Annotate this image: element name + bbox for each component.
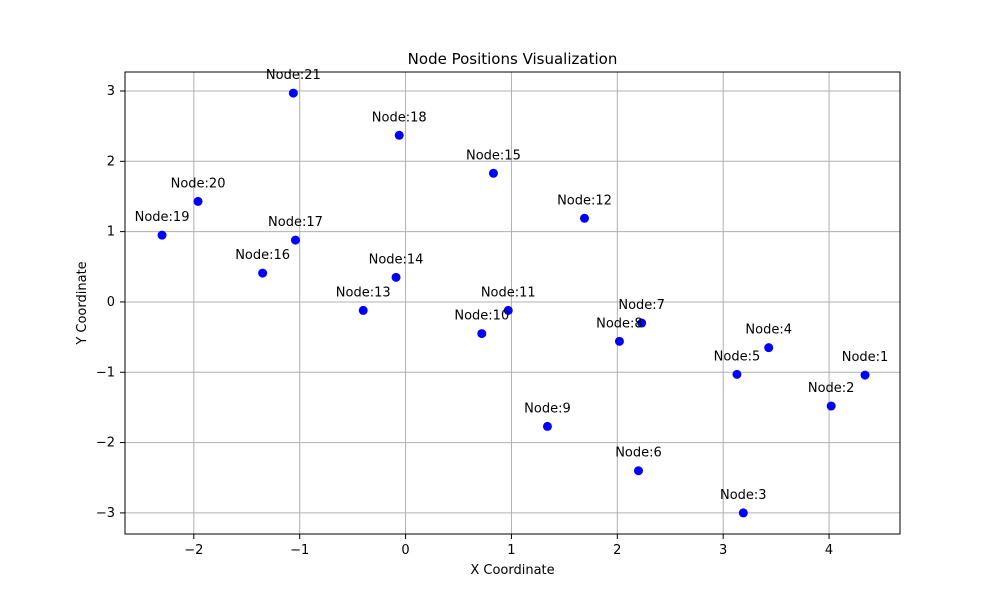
data-point <box>579 213 589 223</box>
y-tick-label: 1 <box>107 225 115 240</box>
data-point <box>288 88 298 98</box>
x-axis-label: X Coordinate <box>470 563 554 578</box>
data-point-label: Node:18 <box>372 110 427 125</box>
data-point-label: Node:2 <box>808 381 855 396</box>
data-point-label: Node:15 <box>466 148 521 163</box>
data-point-label: Node:20 <box>171 176 226 191</box>
data-point-label: Node:5 <box>714 349 761 364</box>
axis-ticks: −2 −1 0 1 2 3 4 −3 −2 −1 0 1 2 3 <box>96 84 833 558</box>
data-point <box>826 401 836 411</box>
data-point <box>258 268 268 278</box>
data-point-label: Node:7 <box>618 298 665 313</box>
data-point-label: Node:3 <box>720 488 767 503</box>
grid-lines <box>125 72 900 534</box>
data-point <box>542 421 552 431</box>
data-point-label: Node:16 <box>235 248 290 263</box>
y-tick-label: 0 <box>107 295 115 310</box>
data-point <box>358 305 368 315</box>
y-tick-label: −1 <box>96 365 115 380</box>
data-point <box>394 130 404 140</box>
data-point <box>391 272 401 282</box>
x-tick-label: 2 <box>613 543 621 558</box>
y-tick-label: 3 <box>107 84 115 99</box>
x-tick-label: 1 <box>507 543 515 558</box>
data-point-label: Node:21 <box>266 68 321 83</box>
x-tick-label: 4 <box>825 543 833 558</box>
data-point <box>764 343 774 353</box>
x-tick-label: 0 <box>401 543 409 558</box>
data-point-label: Node:6 <box>615 446 662 461</box>
data-point <box>477 329 487 339</box>
data-point-label: Node:4 <box>745 323 792 338</box>
data-point <box>503 305 513 315</box>
x-tick-label: −2 <box>184 543 203 558</box>
data-point <box>860 370 870 380</box>
data-point-label: Node:17 <box>268 215 323 230</box>
y-tick-label: −3 <box>96 506 115 521</box>
data-point <box>738 508 748 518</box>
data-point-label: Node:13 <box>336 285 391 300</box>
data-point <box>157 230 167 240</box>
data-point <box>488 168 498 178</box>
chart-title: Node Positions Visualization <box>408 50 618 68</box>
y-axis-label: Y Coordinate <box>75 261 90 345</box>
data-point-label: Node:1 <box>842 350 889 365</box>
data-point <box>290 235 300 245</box>
data-point <box>614 336 624 346</box>
y-tick-label: 2 <box>107 154 115 169</box>
data-point-label: Node:11 <box>481 285 536 300</box>
data-point <box>193 196 203 206</box>
x-tick-label: −1 <box>290 543 309 558</box>
x-tick-label: 3 <box>719 543 727 558</box>
data-point-label: Node:19 <box>135 210 190 225</box>
data-point-label: Node:8 <box>596 316 643 331</box>
plot-frame <box>124 71 901 535</box>
data-point <box>732 369 742 379</box>
data-point-label: Node:10 <box>454 309 509 324</box>
data-point-label: Node:9 <box>524 401 571 416</box>
data-point <box>637 318 647 328</box>
point-labels: Node:1 Node:2 Node:3 Node:4 Node:5 Node:6 Node… <box>135 68 889 503</box>
data-point <box>633 466 643 476</box>
data-point-label: Node:14 <box>369 252 424 267</box>
data-point-label: Node:12 <box>557 193 612 208</box>
y-tick-label: −2 <box>96 436 115 451</box>
data-points <box>157 88 870 518</box>
